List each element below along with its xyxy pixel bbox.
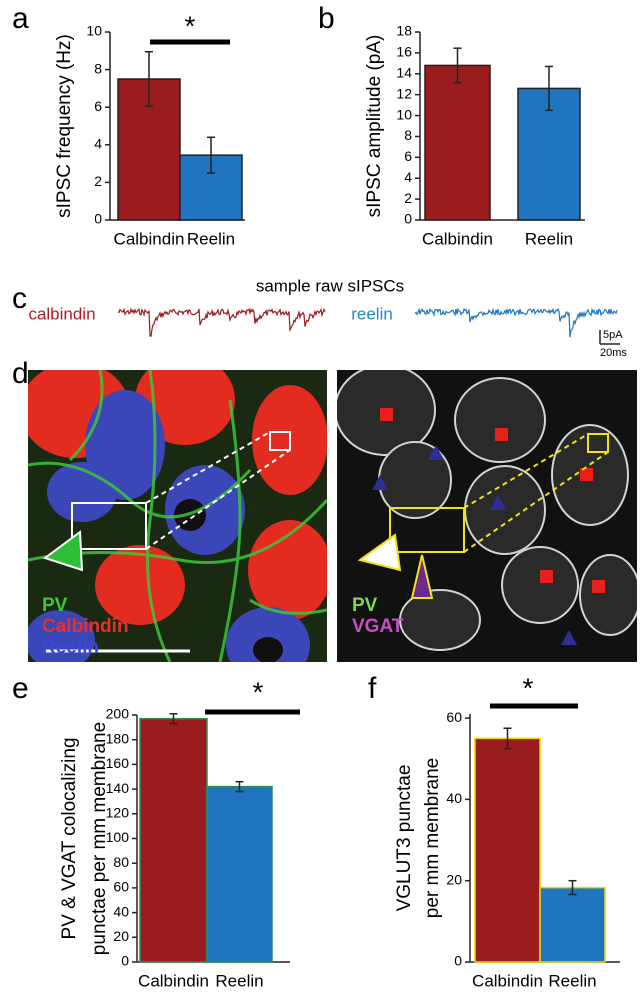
- y-tick-label: 80: [113, 854, 129, 870]
- significance-label: *: [523, 672, 534, 703]
- y-axis-label: per mm membrane: [422, 758, 443, 919]
- panel-letter: c: [12, 282, 27, 315]
- y-tick-label: 20: [446, 871, 462, 887]
- panel-letter: d: [12, 357, 29, 390]
- image-label: PV: [352, 595, 378, 616]
- bar: [139, 717, 208, 963]
- y-axis-label: sIPSC amplitude (pA): [364, 35, 385, 218]
- image-right: [337, 370, 637, 662]
- y-tick-label: 14: [396, 64, 412, 80]
- y-tick-label: 8: [94, 60, 102, 76]
- x-tick-label: Calbindin: [472, 971, 543, 990]
- y-tick-label: 100: [106, 829, 130, 845]
- y-tick-label: 160: [106, 755, 130, 771]
- y-tick-label: 0: [121, 953, 129, 969]
- panel-letter: a: [12, 2, 29, 35]
- y-tick-label: 200: [106, 706, 130, 722]
- y-tick-label: 12: [396, 85, 412, 101]
- trace-label: calbindin: [28, 304, 95, 323]
- bar: [206, 785, 273, 963]
- bar: [474, 737, 541, 963]
- y-tick-label: 140: [106, 780, 130, 796]
- x-tick-label: Calbindin: [422, 229, 493, 248]
- y-tick-label: 4: [94, 136, 102, 152]
- y-tick-label: 40: [446, 790, 462, 806]
- y-tick-label: 60: [113, 879, 129, 895]
- image-label: Calbindin: [42, 616, 129, 637]
- bar: [539, 886, 606, 963]
- scale-label: 5pA: [603, 329, 623, 341]
- y-axis-label: punctae per mm membrane: [89, 722, 110, 955]
- x-tick-label: Reelin: [187, 229, 235, 248]
- y-tick-label: 6: [94, 98, 102, 114]
- x-tick-label: Reelin: [215, 971, 263, 990]
- y-tick-label: 20: [113, 928, 129, 944]
- y-tick-label: 2: [404, 190, 412, 206]
- y-tick-label: 180: [106, 730, 130, 746]
- y-tick-label: 0: [404, 211, 412, 227]
- y-tick-label: 16: [396, 44, 412, 60]
- significance-label: *: [253, 676, 264, 707]
- panel-letter: b: [318, 2, 335, 35]
- y-tick-label: 18: [396, 23, 412, 39]
- y-axis-label: PV & VGAT colocalizing: [59, 737, 80, 939]
- x-tick-label: Reelin: [525, 229, 573, 248]
- panel-letter: f: [368, 672, 377, 705]
- y-tick-label: 8: [404, 127, 412, 143]
- x-tick-label: Calbindin: [138, 971, 209, 990]
- y-tick-label: 6: [404, 148, 412, 164]
- image-label: VGAT: [352, 616, 404, 637]
- y-tick-label: 10: [396, 106, 412, 122]
- y-tick-label: 2: [94, 173, 102, 189]
- image-label: PV: [42, 595, 68, 616]
- y-axis-label: sIPSC frequency (Hz): [54, 34, 75, 218]
- trace: [414, 307, 618, 338]
- x-tick-label: Calbindin: [114, 229, 185, 248]
- trace-label: reelin: [351, 304, 393, 323]
- y-tick-label: 10: [86, 23, 102, 39]
- y-tick-label: 0: [94, 211, 102, 227]
- image-left: [28, 370, 327, 662]
- y-tick-label: 0: [454, 953, 462, 969]
- y-axis-label: VGLUT3 punctae: [394, 765, 415, 912]
- y-tick-label: 120: [106, 805, 130, 821]
- y-tick-label: 60: [446, 709, 462, 725]
- scale-label: 20ms: [600, 347, 627, 359]
- y-tick-label: 40: [113, 903, 129, 919]
- image-label: Reelin: [42, 637, 99, 658]
- trace: [117, 307, 326, 337]
- x-tick-label: Reelin: [548, 971, 596, 990]
- significance-label: *: [185, 10, 196, 41]
- y-tick-label: 4: [404, 169, 412, 185]
- bar: [424, 64, 491, 221]
- panel-letter: e: [12, 672, 29, 705]
- trace-title: sample raw sIPSCs: [256, 276, 404, 295]
